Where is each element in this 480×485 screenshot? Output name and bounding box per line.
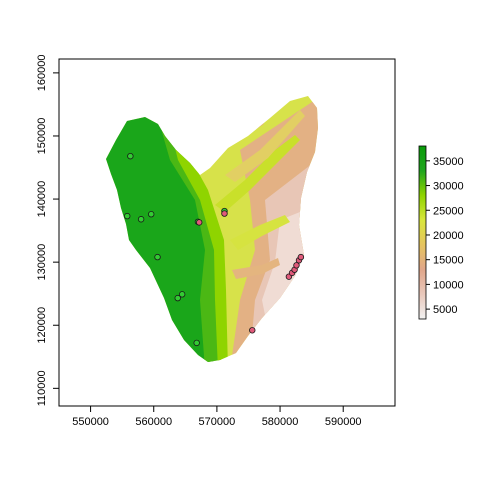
x-tick-label: 550000 [72,416,109,428]
x-axis: 550000 560000 570000 580000 590000 [72,406,362,428]
y-tick-label: 110000 [36,370,48,406]
y-axis: 110000 120000 130000 140000 150000 160000 [36,55,59,406]
site-point-pink [297,253,305,261]
site-point-green [193,339,200,347]
y-tick-label: 140000 [36,181,48,218]
site-point-green [174,294,181,302]
elevation-legend: 5000 10000 15000 20000 25000 30000 35000 [418,145,464,320]
legend-tick-label: 20000 [433,230,464,242]
plot-frame [58,58,396,407]
site-point-pink [221,210,228,217]
site-point-pink [293,262,300,269]
y-tick-label: 120000 [36,307,48,344]
site-point-pink [196,219,203,226]
x-tick-label: 580000 [262,416,299,428]
site-point-green [137,216,145,223]
y-tick-label: 160000 [36,55,48,92]
legend-tick-label: 10000 [433,279,464,291]
y-tick-label: 130000 [36,244,48,281]
x-tick-label: 560000 [135,416,172,428]
legend-color-bar [418,145,427,320]
legend-tick-label: 5000 [433,304,457,316]
x-tick-label: 590000 [325,416,362,428]
site-point-green [154,253,161,261]
legend-tick-label: 25000 [433,205,464,217]
site-point-green [127,152,134,160]
site-point-green [178,291,186,298]
y-tick-label: 150000 [36,118,48,155]
legend-tick-label: 35000 [433,156,464,168]
x-tick-label: 570000 [199,416,236,428]
site-points [124,152,305,347]
site-point-green [148,211,155,218]
elevation-raster [106,96,318,362]
site-point-green [124,212,131,220]
site-point-pink [249,327,256,334]
legend-tick-label: 30000 [433,181,464,193]
legend-tick-label: 15000 [433,255,464,267]
